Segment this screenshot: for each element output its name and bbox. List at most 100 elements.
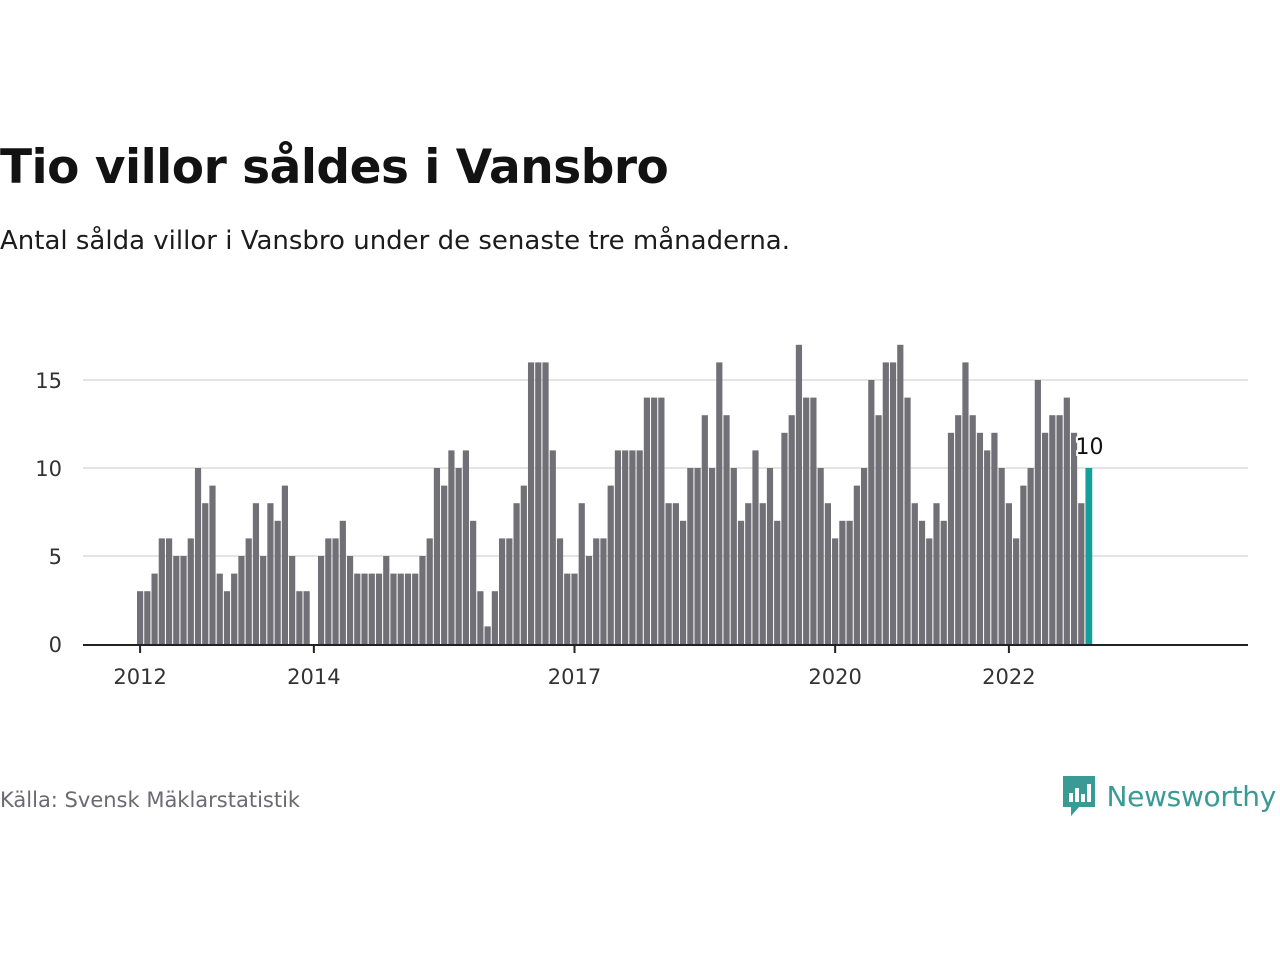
bar — [926, 538, 933, 644]
bar — [318, 556, 325, 644]
bar — [636, 450, 643, 644]
bars — [137, 344, 1093, 644]
bar — [448, 450, 455, 644]
x-tick-label: 2020 — [808, 665, 861, 689]
bar — [462, 450, 469, 644]
bar — [296, 591, 303, 644]
highlight-bar — [1085, 468, 1093, 644]
bar — [1042, 432, 1049, 644]
bar — [339, 520, 346, 644]
bar — [571, 573, 578, 644]
bar — [390, 573, 397, 644]
bar — [752, 450, 759, 644]
bar — [810, 397, 817, 644]
bar — [455, 468, 462, 644]
bar — [361, 573, 368, 644]
bar — [933, 503, 940, 644]
bar — [687, 468, 694, 644]
bar — [680, 520, 687, 644]
chart-title: Tio villor såldes i Vansbro — [0, 140, 669, 195]
bar — [238, 556, 245, 644]
bar — [1034, 380, 1041, 644]
bar — [564, 573, 571, 644]
bar — [708, 468, 716, 644]
bar — [549, 450, 556, 644]
bar — [1049, 415, 1056, 644]
bar — [325, 538, 332, 644]
bar — [940, 520, 947, 644]
bar — [976, 432, 984, 644]
brand-logo: Newsworthy — [1061, 772, 1276, 820]
bar — [274, 520, 281, 644]
bar — [788, 415, 795, 644]
bar — [882, 362, 889, 644]
bar — [187, 538, 194, 644]
bar — [672, 503, 679, 644]
bar — [202, 503, 209, 644]
y-tick-label: 10 — [35, 457, 62, 481]
bar — [897, 344, 904, 644]
bar — [759, 503, 766, 644]
source-note: Källa: Svensk Mäklarstatistik — [0, 788, 301, 812]
bar — [716, 362, 723, 644]
bar — [556, 538, 564, 644]
bar — [832, 538, 839, 644]
bar — [861, 468, 868, 644]
bar — [918, 520, 926, 644]
bar — [745, 503, 752, 644]
bar — [998, 468, 1005, 644]
bar — [723, 415, 730, 644]
bar — [404, 573, 412, 644]
y-tick-label: 5 — [49, 545, 62, 569]
bar — [527, 362, 535, 644]
bar — [484, 626, 491, 644]
bar — [173, 556, 180, 644]
bar — [419, 556, 426, 644]
bar — [600, 538, 607, 644]
bar — [470, 520, 477, 644]
bar — [889, 362, 897, 644]
bar — [426, 538, 433, 644]
bar — [281, 485, 288, 644]
x-tick-label: 2014 — [287, 665, 340, 689]
x-tick-label: 2012 — [113, 665, 166, 689]
bar — [158, 538, 165, 644]
bar — [383, 556, 390, 644]
bar — [223, 591, 231, 644]
chart-subtitle: Antal sålda villor i Vansbro under de se… — [0, 226, 790, 256]
bar — [412, 573, 419, 644]
bar — [441, 485, 448, 644]
bar — [774, 520, 781, 644]
bar — [477, 591, 484, 644]
bar — [1070, 432, 1078, 644]
highlight-value-label: 10 — [1076, 435, 1104, 460]
bar — [643, 397, 650, 644]
bar — [1020, 485, 1027, 644]
bar — [665, 503, 672, 644]
bar — [535, 362, 542, 644]
bar — [781, 432, 788, 644]
bar — [1005, 503, 1012, 644]
bar — [730, 468, 737, 644]
bar — [267, 503, 274, 644]
axes — [83, 644, 1248, 653]
bar-chart: 0 5 10 15 10 2012 2014 2017 2020 2022 — [35, 344, 1248, 689]
bar — [346, 556, 354, 644]
bar — [911, 503, 918, 644]
bar — [180, 556, 187, 644]
bar — [499, 538, 506, 644]
bar — [137, 591, 144, 644]
y-tick-label: 15 — [35, 369, 62, 393]
bar — [795, 344, 803, 644]
bar — [868, 380, 875, 644]
bar — [622, 450, 629, 644]
bar — [513, 503, 520, 644]
bar — [607, 485, 614, 644]
bar — [520, 485, 527, 644]
bar — [984, 450, 991, 644]
bar — [1063, 397, 1070, 644]
bar — [289, 556, 296, 644]
bar — [614, 450, 622, 644]
x-tick-label: 2017 — [548, 665, 601, 689]
bar — [194, 468, 202, 644]
